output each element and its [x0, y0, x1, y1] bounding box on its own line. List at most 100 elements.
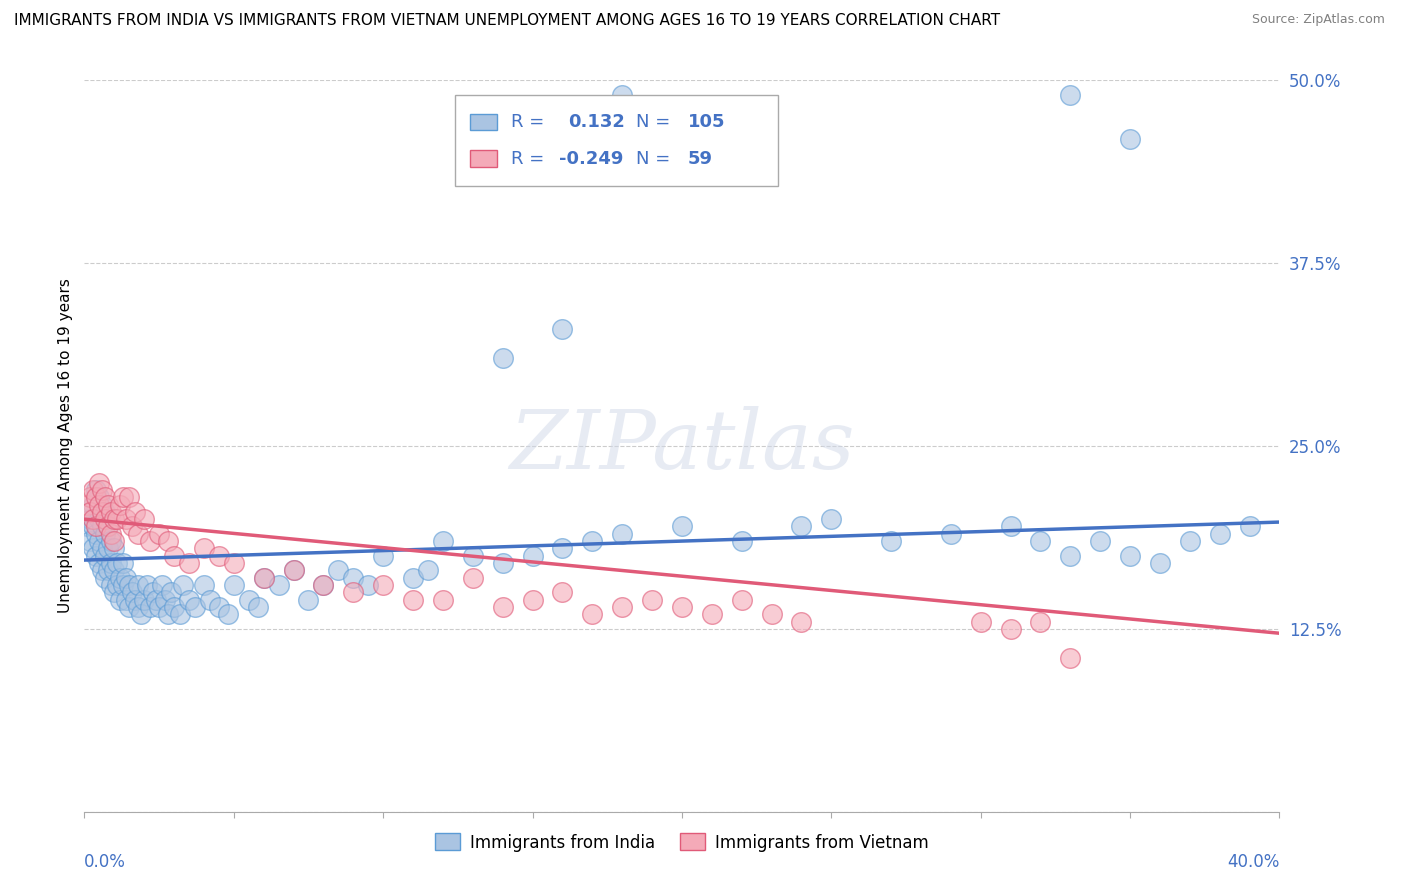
Point — [731, 592, 754, 607]
Point — [136, 578, 159, 592]
Point — [103, 534, 125, 549]
Point — [105, 578, 128, 592]
Point — [172, 578, 194, 592]
Point — [86, 483, 108, 497]
Text: R =: R = — [510, 150, 544, 168]
Point — [89, 512, 111, 526]
Point — [127, 526, 149, 541]
Point — [373, 549, 395, 563]
Point — [97, 563, 120, 577]
Point — [127, 599, 149, 614]
Point — [700, 607, 723, 622]
Point — [461, 571, 484, 585]
Text: N =: N = — [637, 150, 671, 168]
Point — [1178, 534, 1201, 549]
Point — [118, 578, 141, 592]
Point — [86, 549, 108, 563]
Point — [1119, 549, 1142, 563]
Point — [91, 563, 114, 577]
Point — [1119, 132, 1142, 146]
Point — [880, 534, 903, 549]
Point — [328, 563, 350, 577]
Point — [91, 519, 114, 533]
Point — [86, 519, 108, 533]
Text: ZIPatlas: ZIPatlas — [509, 406, 855, 486]
Point — [82, 483, 104, 497]
Point — [89, 490, 111, 504]
Point — [157, 607, 180, 622]
Point — [118, 490, 141, 504]
Point — [82, 519, 104, 533]
Point — [112, 556, 135, 570]
Point — [86, 490, 108, 504]
Point — [238, 592, 260, 607]
Point — [177, 592, 200, 607]
Point — [142, 585, 165, 599]
Point — [312, 578, 335, 592]
Point — [169, 607, 191, 622]
Point — [91, 483, 114, 497]
Point — [118, 599, 141, 614]
Point — [100, 526, 122, 541]
Point — [94, 505, 117, 519]
Text: 59: 59 — [688, 150, 713, 168]
Point — [89, 556, 111, 570]
Text: R =: R = — [510, 113, 544, 131]
Point — [91, 541, 114, 556]
Point — [76, 519, 98, 533]
Point — [110, 571, 132, 585]
Point — [160, 585, 183, 599]
Point — [1149, 556, 1171, 570]
Point — [163, 549, 186, 563]
Point — [89, 498, 111, 512]
Point — [97, 519, 120, 533]
Point — [612, 599, 634, 614]
Point — [132, 592, 156, 607]
Point — [1090, 534, 1112, 549]
Point — [129, 607, 152, 622]
Point — [357, 578, 380, 592]
Point — [198, 592, 221, 607]
Point — [163, 599, 186, 614]
Point — [492, 556, 515, 570]
Point — [222, 578, 245, 592]
Point — [148, 526, 170, 541]
Point — [342, 571, 364, 585]
Text: IMMIGRANTS FROM INDIA VS IMMIGRANTS FROM VIETNAM UNEMPLOYMENT AMONG AGES 16 TO 1: IMMIGRANTS FROM INDIA VS IMMIGRANTS FROM… — [14, 13, 1000, 29]
Point — [91, 505, 114, 519]
Point — [551, 322, 574, 336]
Point — [82, 512, 104, 526]
Point — [581, 607, 603, 622]
Point — [89, 534, 111, 549]
Point — [312, 578, 335, 592]
Point — [139, 599, 162, 614]
Point — [612, 526, 634, 541]
Point — [671, 599, 693, 614]
Point — [939, 526, 962, 541]
Point — [79, 534, 101, 549]
Point — [89, 475, 111, 490]
Point — [105, 512, 128, 526]
Point — [373, 578, 395, 592]
Point — [105, 556, 128, 570]
Point — [177, 556, 200, 570]
Point — [222, 556, 245, 570]
FancyBboxPatch shape — [471, 151, 496, 167]
Point — [1209, 526, 1232, 541]
Point — [148, 599, 170, 614]
Point — [1000, 622, 1022, 636]
Point — [612, 87, 634, 102]
Point — [112, 578, 135, 592]
Point — [139, 534, 162, 549]
Point — [103, 541, 125, 556]
Point — [94, 490, 117, 504]
Point — [115, 592, 138, 607]
Point — [91, 498, 114, 512]
Point — [416, 563, 439, 577]
Point — [157, 534, 180, 549]
Point — [97, 541, 120, 556]
Point — [79, 490, 101, 504]
Point — [82, 498, 104, 512]
Text: N =: N = — [637, 113, 671, 131]
Point — [1059, 87, 1081, 102]
